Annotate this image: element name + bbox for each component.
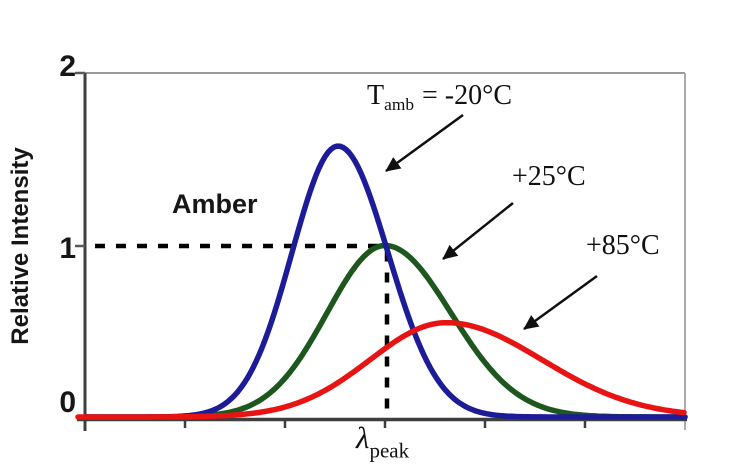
annotation-arrow-minus20: [385, 113, 464, 173]
x-axis-marker-lambda-peak: λpeak: [356, 420, 410, 463]
y-tick-label-2: 2: [59, 50, 76, 83]
annotation-arrow-plus85: [523, 274, 598, 331]
annotation-arrow-plus25: [442, 202, 514, 260]
annotation-plus85: +85°C: [586, 230, 660, 261]
lambda-subscript: peak: [369, 438, 410, 463]
material-label-amber: Amber: [172, 189, 258, 219]
tamb-subscript: amb: [384, 95, 414, 115]
series-curve-2: [75, 319, 687, 420]
annotation-plus25: +25°C: [512, 161, 586, 192]
annotation-tamb-minus20: Tamb = -20°C: [367, 80, 512, 115]
y-tick-label-1: 1: [59, 232, 76, 265]
tamb-symbol: T: [367, 80, 385, 111]
tamb-value: = -20°C: [422, 80, 512, 111]
y-axis-title: Relative Intensity: [7, 147, 34, 345]
y-tick-label-0: 0: [59, 386, 76, 419]
lambda-symbol: λ: [356, 420, 370, 455]
